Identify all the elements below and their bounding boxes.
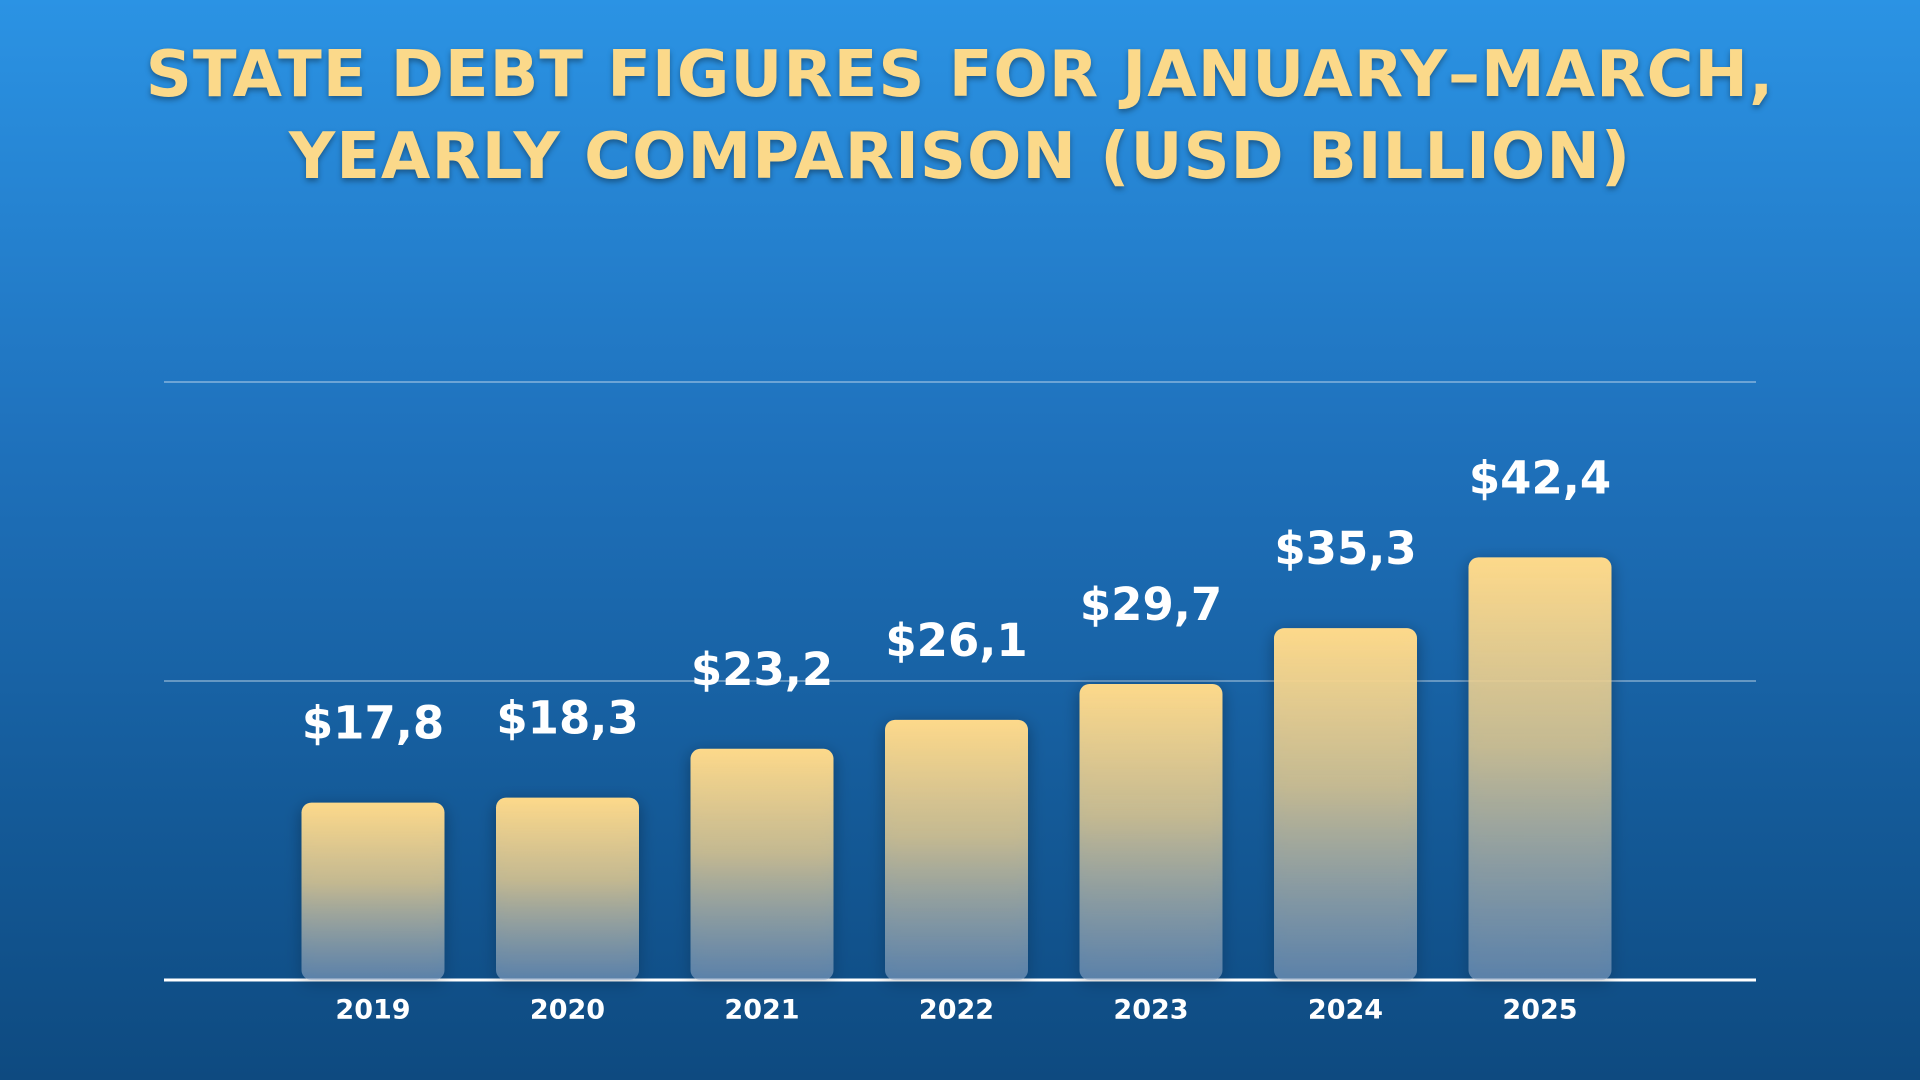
- chart-title: STATE DEBT FIGURES FOR JANUARY–MARCH, YE…: [145, 38, 1775, 194]
- x-tick-label: 2020: [530, 995, 605, 1026]
- value-label: $29,7: [1080, 578, 1222, 631]
- x-tick-label: 2025: [1502, 995, 1577, 1026]
- x-tick-label: 2021: [724, 995, 799, 1026]
- bar: [1079, 683, 1223, 980]
- value-label: $26,1: [885, 614, 1027, 667]
- bar: [301, 802, 445, 980]
- bar: [1468, 557, 1612, 980]
- bar: [690, 748, 834, 980]
- value-label: $35,3: [1274, 522, 1416, 575]
- value-label: $17,8: [302, 697, 444, 750]
- x-tick-label: 2023: [1113, 995, 1188, 1026]
- value-label: $42,4: [1469, 451, 1611, 504]
- x-tick-label: 2024: [1308, 995, 1383, 1026]
- bar: [1274, 628, 1417, 980]
- value-label: $23,2: [691, 643, 833, 696]
- x-tick-label: 2022: [919, 995, 994, 1026]
- bar: [885, 719, 1028, 980]
- x-tick-label: 2019: [335, 995, 410, 1026]
- bar: [496, 797, 639, 980]
- value-label: $18,3: [496, 692, 638, 745]
